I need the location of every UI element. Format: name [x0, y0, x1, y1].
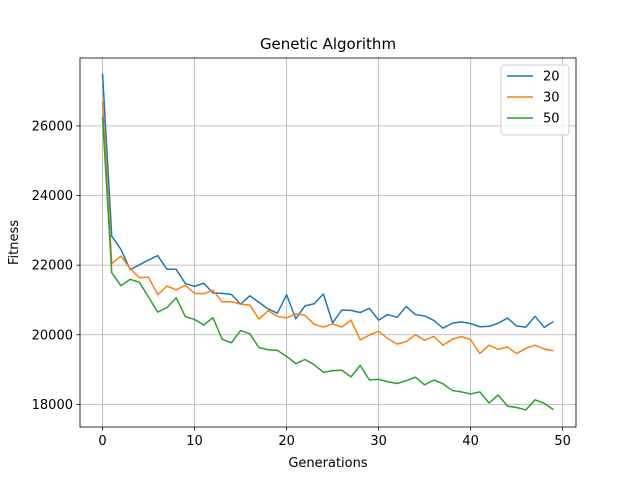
plot-area-frame	[79, 57, 577, 428]
grid	[80, 58, 576, 427]
ticks: 0 10 20 30 40 50 18000 20000 22000 24000 26000	[32, 119, 571, 449]
x-tick-label: 10	[186, 434, 203, 449]
series-line-30	[101, 101, 554, 355]
x-tick-label: 40	[462, 434, 479, 449]
legend-label-30: 30	[543, 91, 560, 106]
legend-label-50: 50	[543, 112, 560, 127]
x-tick-label: 20	[278, 434, 295, 449]
x-tick-label: 30	[370, 434, 387, 449]
y-tick-label: 24000	[32, 189, 73, 204]
y-tick-label: 22000	[32, 259, 73, 274]
chart-title: Genetic Algorithm	[260, 35, 396, 53]
y-tick-label: 20000	[32, 328, 73, 343]
series-group	[101, 73, 554, 411]
legend-label-20: 20	[543, 70, 560, 85]
x-tick-label: 0	[98, 434, 106, 449]
legend[interactable]: 20 30 50	[500, 64, 570, 136]
x-tick-label: 50	[554, 434, 571, 449]
series-line-50	[101, 117, 554, 411]
y-tick-label: 18000	[32, 398, 73, 413]
y-axis-label: Fitness	[7, 220, 22, 265]
x-axis-label: Generations	[288, 456, 368, 471]
series-line-20	[101, 73, 554, 329]
y-tick-label: 26000	[32, 119, 73, 134]
